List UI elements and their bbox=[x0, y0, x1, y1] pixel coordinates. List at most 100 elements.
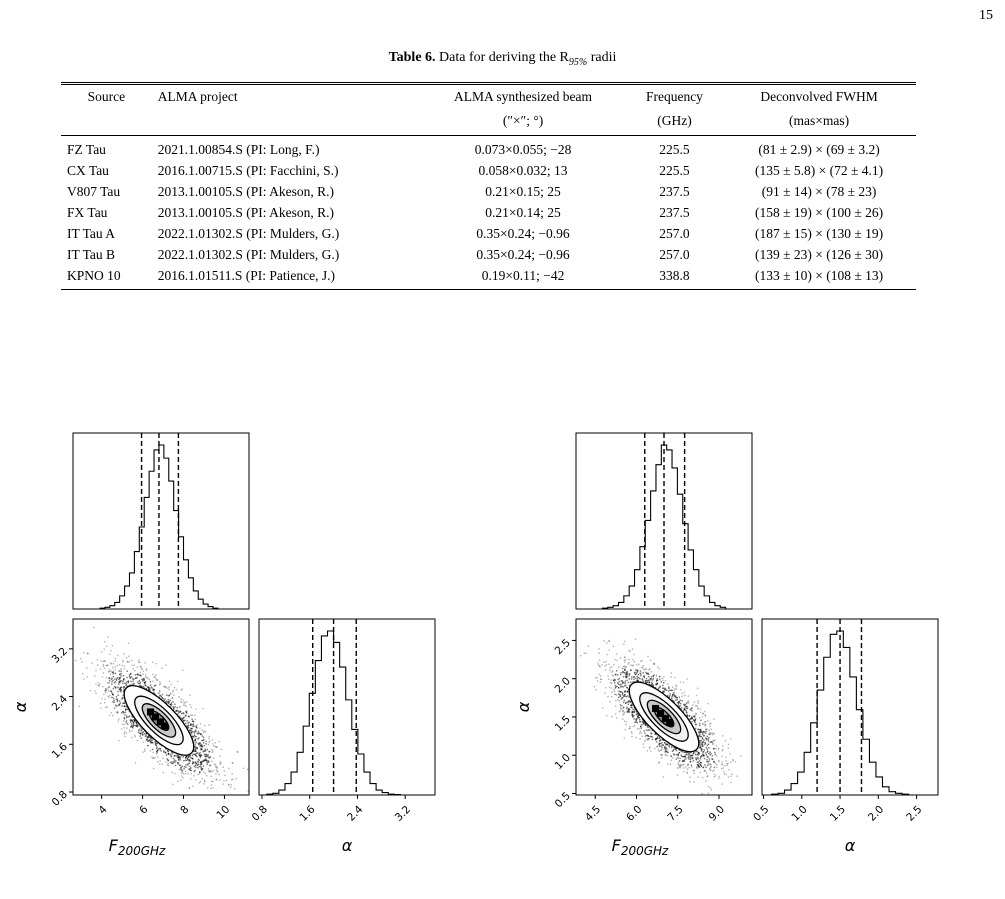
sample-point bbox=[701, 754, 703, 757]
sample-point bbox=[115, 696, 118, 698]
sample-point bbox=[210, 764, 212, 767]
sample-point bbox=[107, 664, 109, 667]
sample-point bbox=[613, 678, 616, 681]
sample-point bbox=[112, 671, 114, 673]
sample-point bbox=[664, 689, 667, 691]
sample-point bbox=[144, 750, 146, 752]
sample-point bbox=[660, 743, 662, 745]
sample-point bbox=[206, 775, 208, 777]
sample-point bbox=[624, 640, 626, 643]
sample-point bbox=[86, 667, 88, 669]
sample-point bbox=[646, 729, 648, 731]
sample-point bbox=[607, 675, 609, 677]
sample-point bbox=[628, 678, 630, 680]
sample-point bbox=[680, 763, 682, 766]
sample-point bbox=[692, 757, 694, 759]
sample-point bbox=[688, 715, 690, 717]
sample-point bbox=[681, 695, 683, 697]
sample-point bbox=[201, 739, 203, 742]
cell-fwhm: (133 ± 10) × (108 ± 13) bbox=[754, 267, 884, 283]
sample-point bbox=[665, 753, 667, 755]
sample-point bbox=[219, 763, 221, 765]
sample-point bbox=[104, 701, 106, 704]
sample-point bbox=[147, 740, 150, 742]
sample-point bbox=[130, 672, 132, 675]
sample-point bbox=[208, 724, 210, 726]
sample-point bbox=[195, 754, 197, 757]
sample-point bbox=[160, 695, 163, 697]
sample-point bbox=[638, 732, 641, 735]
sample-point bbox=[609, 667, 611, 669]
sample-point bbox=[67, 632, 68, 633]
sample-point bbox=[218, 773, 220, 776]
sample-point bbox=[626, 686, 628, 689]
sample-point bbox=[155, 674, 157, 676]
sample-point bbox=[716, 755, 718, 757]
sample-point bbox=[705, 724, 707, 726]
sample-point bbox=[654, 747, 656, 750]
sample-point bbox=[118, 718, 120, 720]
sample-point bbox=[190, 731, 192, 733]
sample-point bbox=[186, 726, 189, 728]
sample-point bbox=[687, 764, 689, 767]
sample-point bbox=[180, 772, 183, 774]
sample-point bbox=[184, 704, 186, 706]
sample-point bbox=[121, 705, 123, 707]
sample-point bbox=[154, 741, 156, 743]
sample-point bbox=[635, 720, 638, 722]
sample-point bbox=[628, 728, 630, 730]
sample-point bbox=[702, 713, 704, 715]
sample-point bbox=[142, 685, 144, 688]
sample-point bbox=[656, 733, 658, 736]
sample-point bbox=[200, 762, 203, 765]
sample-point bbox=[116, 698, 118, 701]
sample-point bbox=[647, 726, 649, 728]
sample-point bbox=[681, 692, 683, 695]
sample-point bbox=[132, 678, 134, 680]
sample-point bbox=[645, 668, 647, 670]
sample-point bbox=[99, 683, 101, 685]
sample-point bbox=[695, 757, 697, 759]
sample-point bbox=[672, 700, 674, 702]
sample-point bbox=[216, 778, 218, 781]
sample-point bbox=[605, 664, 608, 666]
sample-point bbox=[708, 747, 710, 749]
sample-point bbox=[171, 752, 174, 755]
sample-point bbox=[644, 668, 646, 671]
sample-point bbox=[183, 713, 185, 715]
sample-point bbox=[117, 704, 120, 707]
sample-point bbox=[196, 764, 199, 766]
sample-point bbox=[212, 757, 215, 759]
sample-point bbox=[621, 680, 623, 682]
sample-point bbox=[113, 701, 115, 704]
sample-point bbox=[678, 696, 680, 698]
sample-point bbox=[175, 709, 178, 712]
sample-point bbox=[686, 678, 688, 680]
sample-point bbox=[125, 683, 127, 685]
sample-point bbox=[180, 775, 183, 777]
sample-point bbox=[706, 761, 708, 763]
sample-point bbox=[100, 660, 102, 662]
sample-point bbox=[134, 674, 137, 676]
sample-point bbox=[106, 706, 108, 708]
sample-point bbox=[640, 660, 642, 662]
sample-point bbox=[144, 674, 147, 676]
sample-point bbox=[704, 714, 706, 716]
sample-point bbox=[712, 758, 714, 761]
sample-point bbox=[693, 772, 695, 774]
sample-point bbox=[202, 739, 204, 742]
sample-point bbox=[188, 768, 190, 770]
sample-point bbox=[647, 735, 649, 737]
sample-point bbox=[192, 730, 194, 733]
sample-point bbox=[215, 746, 218, 748]
sample-point bbox=[145, 687, 148, 690]
sample-point bbox=[148, 687, 150, 689]
sample-point bbox=[208, 770, 210, 772]
sample-point bbox=[153, 691, 155, 694]
sample-point bbox=[114, 666, 116, 668]
sample-point bbox=[726, 763, 728, 765]
sample-point bbox=[708, 763, 710, 765]
cell-frequency: 225.5 bbox=[659, 162, 690, 178]
sample-point bbox=[142, 731, 145, 733]
sample-point bbox=[703, 755, 705, 757]
